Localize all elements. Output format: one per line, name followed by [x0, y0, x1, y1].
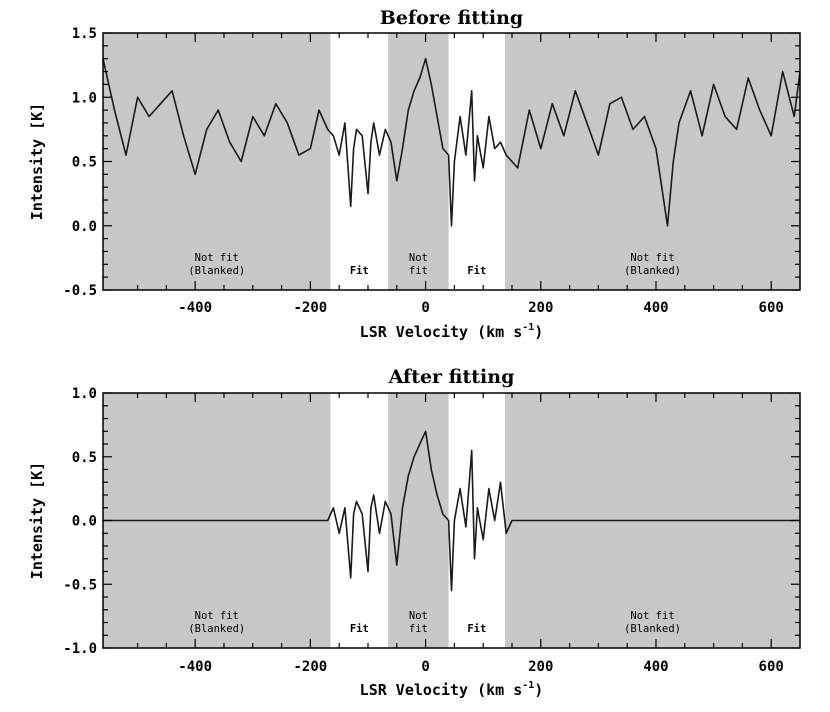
region-label-line: Fit [350, 265, 369, 277]
region-shade-5 [505, 33, 800, 290]
region-label-2: Fit [350, 265, 369, 277]
region-label-1: Not fit (Blanked) [188, 252, 245, 277]
x-axis-label-sup: -1 [522, 680, 534, 691]
region-label-line: Not [409, 610, 428, 622]
y-tick-label: 0.0 [72, 514, 97, 530]
y-tick-label: -0.5 [63, 283, 97, 299]
chart-title: Before fitting [380, 7, 523, 29]
region-label-line: Fit [467, 265, 486, 277]
region-label-line: Fit [350, 623, 369, 635]
region-label-3: Not fit [409, 610, 428, 635]
region-label-5: Not fit (Blanked) [624, 252, 681, 277]
region-label-4: Fit [467, 265, 486, 277]
spectrum-line [103, 430, 800, 592]
x-tick-label: -400 [178, 300, 212, 316]
spectrum-line [102, 57, 801, 227]
x-tick-label: 200 [528, 300, 553, 316]
x-axis-label-close: ) [534, 323, 543, 341]
region-label-2: Fit [350, 623, 369, 635]
x-tick-label: 400 [643, 659, 668, 675]
x-axis-label: LSR Velocity (km s-1) [360, 680, 544, 699]
region-label-line: Not fit [195, 252, 239, 264]
region-label-line: Not [409, 252, 428, 264]
y-tick-label: 0.5 [72, 155, 97, 171]
x-tick-label: 200 [528, 659, 553, 675]
y-tick-label: 1.5 [72, 26, 97, 42]
region-label-line: (Blanked) [188, 265, 245, 277]
y-tick-label: 0.5 [72, 450, 97, 466]
y-axis-label: Intensity [K] [28, 462, 46, 579]
region-label-line: (Blanked) [624, 265, 681, 277]
region-shade-3 [388, 33, 449, 290]
region-label-line: (Blanked) [188, 623, 245, 635]
y-tick-label: -1.0 [63, 641, 97, 657]
region-label-line: Not fit [195, 610, 239, 622]
chart-title: After fitting [388, 366, 515, 388]
x-axis-label-close: ) [534, 681, 543, 699]
x-axis-label-main: LSR Velocity (km s [360, 681, 523, 699]
x-tick-label: -200 [294, 300, 328, 316]
region-label-line: Fit [467, 623, 486, 635]
x-axis-label: LSR Velocity (km s-1) [360, 322, 544, 341]
region-label-1: Not fit (Blanked) [188, 610, 245, 635]
region-label-line: Not fit [630, 252, 674, 264]
region-label-4: Fit [467, 623, 486, 635]
region-label-3: Not fit [409, 252, 428, 277]
y-tick-label: -0.5 [63, 577, 97, 593]
y-tick-label: 1.0 [72, 90, 97, 106]
x-tick-label: -400 [178, 659, 212, 675]
x-axis-label-main: LSR Velocity (km s [360, 323, 523, 341]
x-axis-label-sup: -1 [522, 322, 534, 333]
region-label-line: fit [409, 623, 428, 635]
y-axis-label: Intensity [K] [28, 103, 46, 220]
region-label-line: (Blanked) [624, 623, 681, 635]
x-tick-label: -200 [294, 659, 328, 675]
region-label-5: Not fit (Blanked) [624, 610, 681, 635]
x-tick-label: 400 [643, 300, 668, 316]
region-shade-1 [103, 33, 331, 290]
y-tick-label: 0.0 [72, 219, 97, 235]
x-tick-label: 0 [421, 659, 429, 675]
region-label-line: fit [409, 265, 428, 277]
region-label-line: Not fit [630, 610, 674, 622]
x-tick-label: 600 [759, 300, 784, 316]
x-tick-label: 600 [759, 659, 784, 675]
x-tick-label: 0 [421, 300, 429, 316]
region-shade-3 [388, 393, 449, 648]
y-tick-label: 1.0 [72, 386, 97, 402]
